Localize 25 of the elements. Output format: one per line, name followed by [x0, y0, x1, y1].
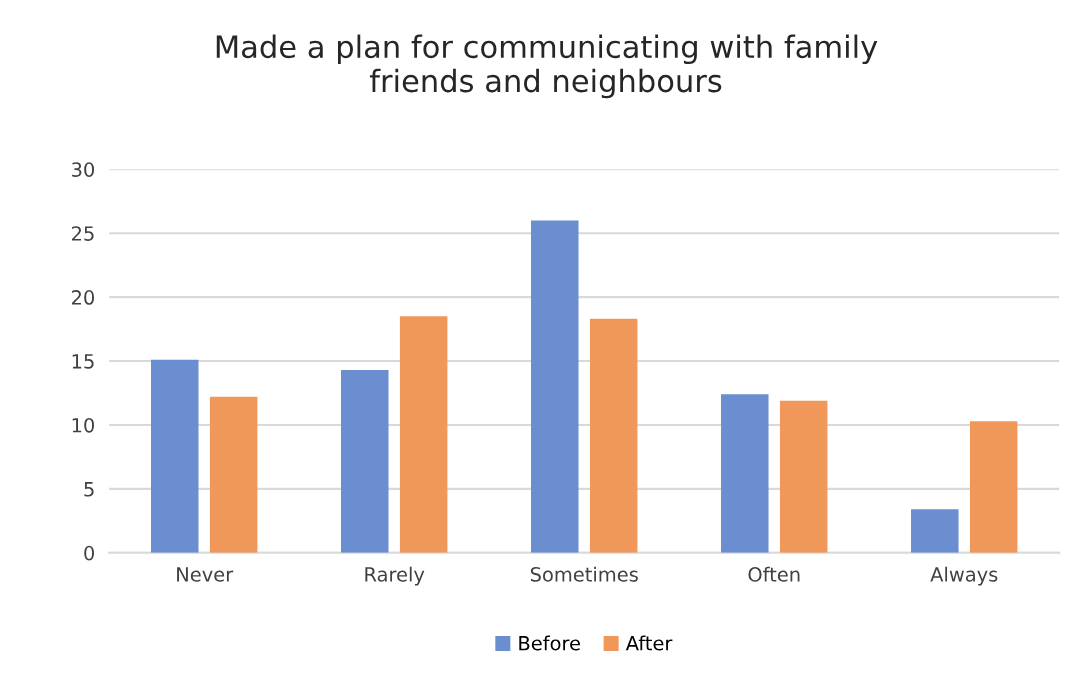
x-tick-label: Often: [748, 566, 800, 582]
x-tick-label: Never: [177, 567, 234, 582]
bar: [151, 359, 199, 553]
y-tick-label: 20: [71, 290, 95, 305]
bar: [209, 396, 258, 553]
bar: [721, 394, 769, 553]
y-tick-label: 0: [84, 545, 95, 561]
chart-title: Made a plan for communicating with family friends and neighbours: [216, 34, 878, 99]
bar: [969, 421, 1018, 553]
bar: [531, 220, 579, 553]
legend-label: Before: [519, 635, 580, 651]
y-tick-label: 25: [71, 226, 94, 241]
bar: [911, 509, 959, 553]
y-tick-label: 15: [72, 354, 94, 369]
y-tick-label: 5: [84, 482, 94, 497]
y-tick-label: 30: [72, 162, 95, 177]
bar: [341, 370, 389, 553]
bar: [779, 400, 828, 553]
legend-label: After: [625, 635, 673, 651]
y-tick-label: 10: [72, 417, 95, 433]
x-tick-label: Rarely: [365, 566, 425, 586]
bar: [589, 318, 638, 553]
x-tick-label: Sometimes: [530, 566, 638, 582]
x-tick-label: Always: [930, 566, 998, 586]
bar: [399, 316, 448, 553]
